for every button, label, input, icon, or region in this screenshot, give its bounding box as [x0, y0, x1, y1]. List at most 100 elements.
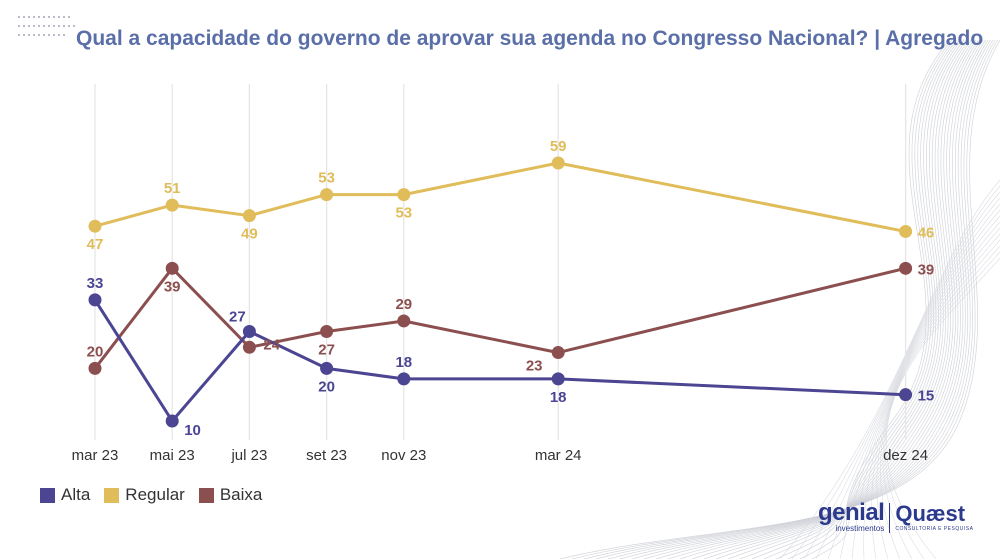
- genial-logo: genial investimentos: [818, 499, 885, 534]
- wave-line: [751, 39, 962, 559]
- data-point-alta[interactable]: [88, 293, 102, 307]
- series-lines: [93, 161, 906, 423]
- wave-line: [643, 39, 984, 559]
- wave-line: [791, 185, 1000, 559]
- data-label-alta: 15: [918, 388, 935, 405]
- x-tick-label: jul 23: [230, 447, 267, 464]
- legend-swatch-regular: [104, 487, 120, 503]
- wave-line: [803, 191, 1000, 559]
- data-label-regular: 53: [318, 170, 335, 187]
- series-line-baixa: [93, 266, 906, 370]
- logo-divider: [889, 502, 891, 533]
- data-label-baixa: 20: [87, 343, 104, 360]
- x-tick-label: mar 24: [535, 447, 582, 464]
- data-point-regular[interactable]: [551, 156, 565, 170]
- data-point-baixa[interactable]: [165, 261, 179, 275]
- brand-marks-icon: [18, 16, 78, 43]
- data-point-baixa[interactable]: [88, 361, 102, 375]
- data-point-regular[interactable]: [88, 219, 102, 233]
- wave-line: [863, 221, 1000, 559]
- data-point-regular[interactable]: [320, 188, 334, 202]
- data-label-regular: 51: [164, 180, 181, 197]
- data-point-baixa[interactable]: [551, 346, 565, 360]
- data-label-alta: 18: [395, 354, 412, 371]
- wave-line: [815, 197, 1000, 559]
- wave-line: [851, 215, 1000, 559]
- sponsor-logos: genial investimentos Quæst CONSULTORIA E…: [818, 499, 974, 534]
- wave-line: [779, 179, 1000, 559]
- wave-line: [691, 39, 974, 559]
- x-tick-label: nov 23: [381, 447, 426, 464]
- data-label-alta: 33: [87, 275, 104, 292]
- wave-line: [631, 39, 986, 559]
- wave-line: [715, 39, 970, 559]
- wave-line: [583, 39, 996, 559]
- wave-line: [763, 39, 960, 559]
- data-point-regular[interactable]: [397, 188, 411, 202]
- data-label-alta: 18: [550, 389, 567, 406]
- data-point-alta[interactable]: [242, 324, 256, 338]
- data-point-baixa[interactable]: [899, 261, 913, 275]
- data-point-regular[interactable]: [899, 224, 913, 238]
- data-label-regular: 46: [918, 224, 935, 241]
- data-label-alta: 27: [229, 308, 246, 325]
- data-label-baixa: 24: [263, 336, 280, 353]
- data-label-baixa: 39: [164, 278, 181, 295]
- legend-swatch-baixa: [198, 487, 214, 503]
- data-label-regular: 47: [87, 236, 104, 253]
- chart-title: Qual a capacidade do governo de aprovar …: [76, 27, 984, 50]
- series-points: [88, 156, 913, 428]
- wave-line: [880, 239, 1000, 559]
- wave-line: [655, 39, 982, 559]
- legend-item-baixa[interactable]: Baixa: [198, 485, 263, 505]
- data-point-regular[interactable]: [242, 209, 256, 223]
- wave-line: [667, 39, 979, 559]
- quaest-logo: Quæst CONSULTORIA E PESQUISA: [895, 500, 974, 532]
- data-label-baixa: 23: [526, 358, 543, 375]
- wave-line: [607, 39, 991, 559]
- data-label-regular: 59: [550, 138, 567, 155]
- legend-swatch-alta: [40, 487, 55, 503]
- series-line-alta: [93, 299, 906, 423]
- legend-item-alta[interactable]: Alta: [40, 485, 90, 505]
- gridlines: [94, 84, 907, 440]
- data-point-regular[interactable]: [165, 198, 179, 212]
- data-point-baixa[interactable]: [242, 340, 256, 354]
- wave-line: [775, 39, 958, 559]
- data-label-baixa: 29: [395, 296, 412, 313]
- x-axis-ticks: mar 23 mai 23 jul 23 set 23 nov 23 mar 24 dez …: [72, 447, 928, 464]
- data-point-alta[interactable]: [165, 414, 179, 428]
- data-label-regular: 53: [395, 205, 412, 222]
- data-point-alta[interactable]: [320, 361, 334, 375]
- data-labels: 33 10 27 20 18 18 15 47 51 49 53 53 59 46 20 39 24 27 29 23…: [87, 138, 935, 439]
- wave-line: [787, 39, 955, 559]
- wave-line: [876, 233, 1000, 559]
- wave-line: [595, 39, 994, 559]
- wave-line: [703, 39, 972, 559]
- data-point-alta[interactable]: [397, 372, 411, 386]
- wave-line: [679, 39, 977, 559]
- data-label-regular: 49: [241, 226, 258, 243]
- legend-item-regular[interactable]: Regular: [104, 485, 185, 505]
- x-tick-label: dez 24: [883, 447, 928, 464]
- wave-line: [884, 251, 1000, 559]
- data-label-alta: 10: [184, 422, 201, 439]
- wave-line: [886, 257, 1000, 559]
- wave-line: [559, 39, 1000, 559]
- legend-label-regular: Regular: [125, 485, 185, 504]
- data-point-alta[interactable]: [899, 388, 913, 402]
- wave-line: [619, 39, 989, 559]
- x-tick-label: mai 23: [150, 447, 195, 464]
- data-label-baixa: 27: [318, 341, 335, 358]
- data-point-baixa[interactable]: [320, 324, 334, 338]
- data-label-baixa: 39: [918, 261, 935, 278]
- wave-line: [571, 39, 998, 559]
- data-point-alta[interactable]: [551, 372, 565, 386]
- data-point-baixa[interactable]: [397, 314, 411, 328]
- series-line-regular: [94, 161, 906, 233]
- wave-line: [727, 39, 967, 559]
- legend-label-baixa: Baixa: [219, 485, 263, 504]
- data-label-alta: 20: [318, 378, 335, 395]
